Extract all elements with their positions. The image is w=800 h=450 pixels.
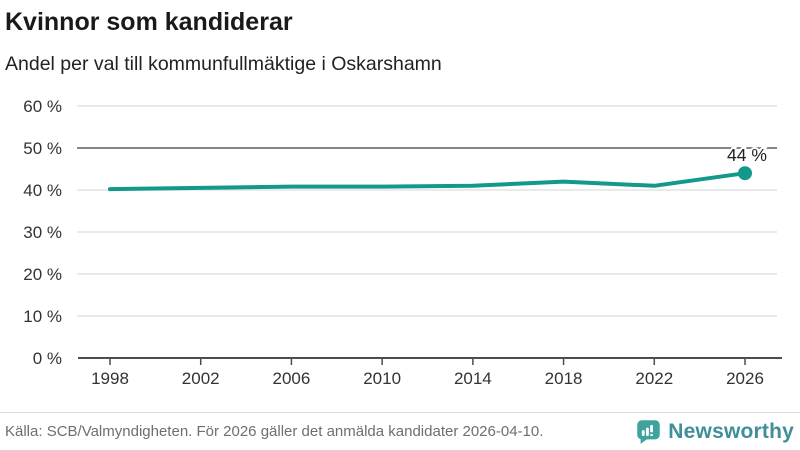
y-tick-label: 20 %: [23, 265, 62, 284]
logo-wordmark: Newsworthy: [668, 419, 794, 443]
y-tick-label: 50 %: [23, 139, 62, 158]
line-chart-canvas: 0 % 10 % 20 % 30 % 40 % 50 % 60 % 1998 2002 2006 2…: [23, 97, 782, 388]
y-tick-label: 60 %: [23, 97, 62, 116]
x-tick-label: 2026: [726, 369, 764, 388]
end-point-marker: [738, 166, 752, 181]
x-tick-label: 1998: [91, 369, 129, 388]
x-tick-label: 2018: [545, 369, 583, 388]
y-tick-label: 40 %: [23, 181, 62, 200]
chart-title: Kvinnor som kandiderar: [5, 8, 293, 36]
source-note: Källa: SCB/Valmyndigheten. För 2026 gäll…: [5, 423, 544, 440]
x-tick-label: 2014: [454, 369, 492, 388]
y-tick-label: 0 %: [33, 349, 62, 368]
chart-subtitle: Andel per val till kommunfullmäktige i O…: [5, 53, 442, 76]
x-tick-label: 2022: [635, 369, 673, 388]
x-tick-label: 2002: [182, 369, 220, 388]
data-line: [108, 171, 747, 192]
x-tick-label: 2010: [363, 369, 401, 388]
end-value-label: 44 %: [727, 145, 767, 165]
bar-chart-bubble-icon: [637, 420, 661, 444]
y-tick-label: 30 %: [23, 223, 62, 242]
newsworthy-logo: Newsworthy: [635, 418, 794, 445]
footer: Källa: SCB/Valmyndigheten. För 2026 gäll…: [0, 412, 800, 450]
y-tick-label: 10 %: [23, 307, 62, 326]
line-chart: 0 % 10 % 20 % 30 % 40 % 50 % 60 % 1998 2002 2006 2…: [0, 95, 800, 405]
x-tick-label: 2006: [273, 369, 311, 388]
